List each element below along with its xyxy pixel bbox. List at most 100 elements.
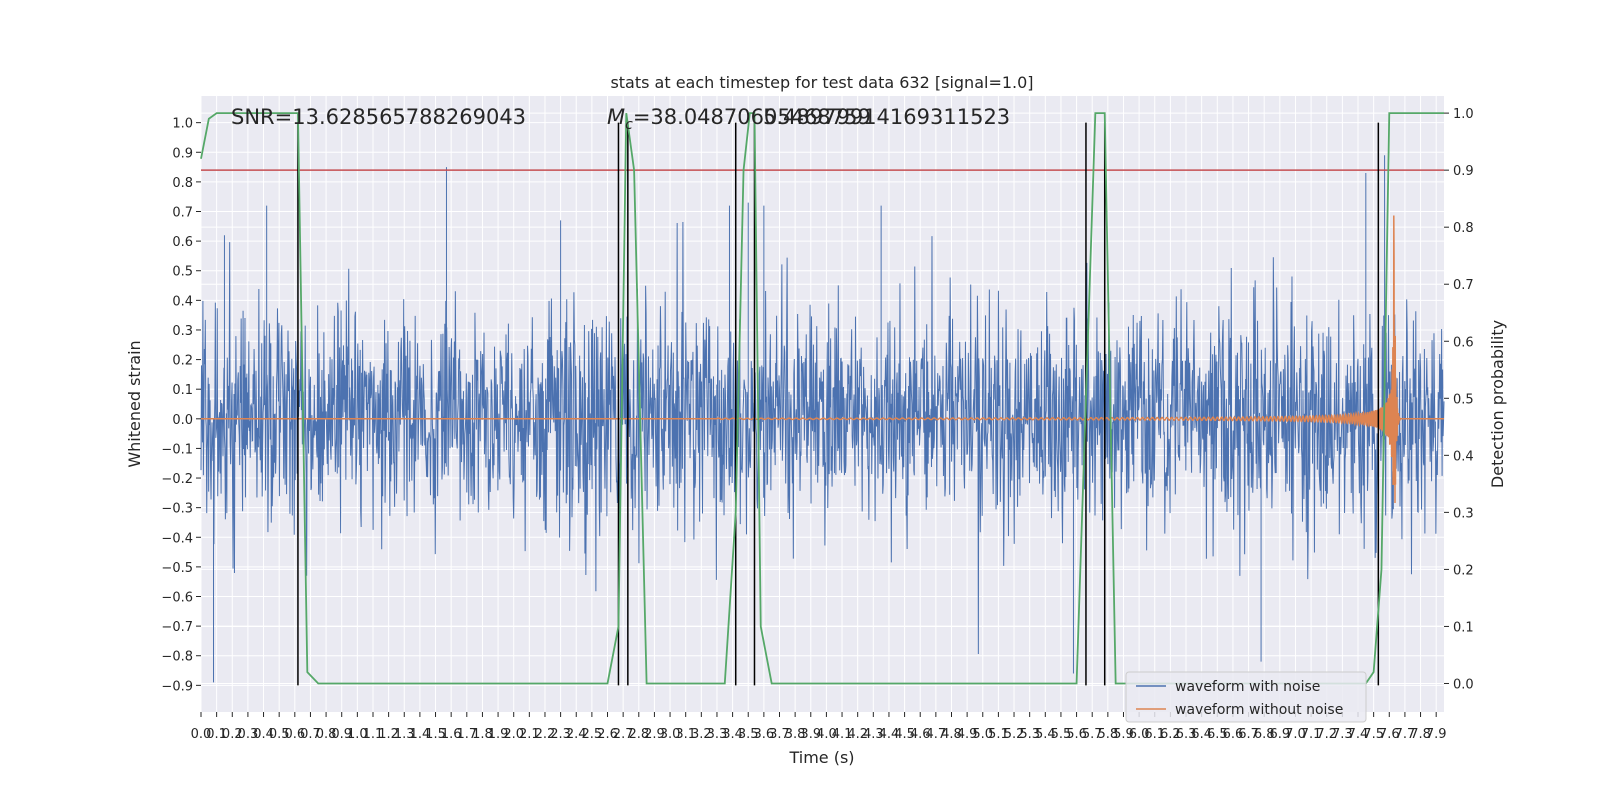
y-tick-label: −0.4 bbox=[161, 531, 193, 546]
x-tick-label: 3.0 bbox=[660, 727, 681, 742]
y-tick-label: 0.1 bbox=[172, 383, 193, 398]
x-tick-label: 7.5 bbox=[1363, 727, 1384, 742]
x-tick-label: 1.3 bbox=[394, 727, 415, 742]
x-tick-label: 4.4 bbox=[879, 727, 900, 742]
y-tick-label: 0.7 bbox=[172, 206, 193, 221]
y-tick-label: 0.0 bbox=[172, 413, 193, 428]
y-right-tick-label: 0.9 bbox=[1453, 164, 1474, 179]
x-tick-label: 4.1 bbox=[832, 727, 853, 742]
y-right-tick-label: 0.0 bbox=[1453, 677, 1474, 692]
x-tick-label: 6.9 bbox=[1269, 727, 1290, 742]
y-right-tick-label: 0.6 bbox=[1453, 335, 1474, 350]
x-tick-label: 0.4 bbox=[253, 727, 274, 742]
x-tick-label: 7.9 bbox=[1426, 727, 1447, 742]
x-tick-label: 1.0 bbox=[347, 727, 368, 742]
y-right-tick-label: 0.4 bbox=[1453, 449, 1474, 464]
x-tick-label: 0.9 bbox=[331, 727, 352, 742]
x-tick-label: 5.8 bbox=[1097, 727, 1118, 742]
y-right-tick-label: 1.0 bbox=[1453, 107, 1474, 122]
x-tick-label: 5.6 bbox=[1066, 727, 1087, 742]
chart-title: stats at each timestep for test data 632… bbox=[610, 73, 1033, 92]
x-tick-label: 2.8 bbox=[628, 727, 649, 742]
y-right-tick-label: 0.3 bbox=[1453, 506, 1474, 521]
x-tick-label: 0.5 bbox=[269, 727, 290, 742]
y-axis-title: Whitened strain bbox=[125, 340, 144, 467]
x-tick-label: 1.9 bbox=[488, 727, 509, 742]
y-tick-label: 0.5 bbox=[172, 265, 193, 280]
y-tick-label: 1.0 bbox=[172, 117, 193, 132]
x-tick-label: 0.7 bbox=[300, 727, 321, 742]
x-tick-label: 0.8 bbox=[316, 727, 337, 742]
x-tick-label: 3.5 bbox=[738, 727, 759, 742]
x-tick-label: 7.1 bbox=[1301, 727, 1322, 742]
x-tick-label: 7.6 bbox=[1379, 727, 1400, 742]
x-tick-label: 2.2 bbox=[535, 727, 556, 742]
chirp-mass-symbol: M bbox=[607, 105, 625, 129]
x-axis: 0.00.10.20.30.40.50.60.70.80.91.01.11.21… bbox=[191, 712, 1447, 742]
y-tick-label: −0.9 bbox=[161, 679, 193, 694]
event-lines bbox=[297, 122, 1380, 686]
x-tick-label: 7.7 bbox=[1395, 727, 1416, 742]
y-tick-label: −0.6 bbox=[161, 591, 193, 606]
x-axis-title: Time (s) bbox=[788, 748, 854, 767]
y-right-tick-label: 0.5 bbox=[1453, 392, 1474, 407]
x-tick-label: 4.5 bbox=[894, 727, 915, 742]
x-tick-label: 7.0 bbox=[1285, 727, 1306, 742]
legend-label-waveform-without-noise: waveform without noise bbox=[1175, 702, 1343, 718]
x-tick-label: 1.6 bbox=[441, 727, 462, 742]
x-tick-label: 6.2 bbox=[1160, 727, 1181, 742]
x-tick-label: 3.1 bbox=[675, 727, 696, 742]
x-tick-label: 6.4 bbox=[1191, 727, 1212, 742]
x-tick-label: 5.9 bbox=[1113, 727, 1134, 742]
x-tick-label: 4.9 bbox=[957, 727, 978, 742]
y-tick-label: 0.3 bbox=[172, 324, 193, 339]
legend-box bbox=[1125, 671, 1367, 723]
x-tick-label: 6.8 bbox=[1254, 727, 1275, 742]
x-tick-label: 5.2 bbox=[1004, 727, 1025, 742]
x-tick-label: 4.7 bbox=[926, 727, 947, 742]
y-tick-label: 0.8 bbox=[172, 176, 193, 191]
x-tick-label: 2.7 bbox=[613, 727, 634, 742]
x-tick-label: 2.9 bbox=[644, 727, 665, 742]
x-tick-label: 2.0 bbox=[503, 727, 524, 742]
x-tick-label: 4.2 bbox=[847, 727, 868, 742]
x-tick-label: 5.7 bbox=[1082, 727, 1103, 742]
x-tick-label: 7.4 bbox=[1348, 727, 1369, 742]
chirp-mass-overlap-annotation: 5.48979914169311523 bbox=[763, 105, 1010, 129]
y-right-tick-label: 0.8 bbox=[1453, 221, 1474, 236]
x-tick-label: 3.7 bbox=[769, 727, 790, 742]
y-tick-label: −0.2 bbox=[161, 472, 193, 487]
x-tick-label: 6.7 bbox=[1238, 727, 1259, 742]
x-tick-label: 5.3 bbox=[1019, 727, 1040, 742]
x-tick-label: 2.1 bbox=[519, 727, 540, 742]
y-tick-label: −0.8 bbox=[161, 650, 193, 665]
x-tick-label: 4.6 bbox=[910, 727, 931, 742]
x-tick-label: 1.5 bbox=[425, 727, 446, 742]
chirp-mass-subscript: c bbox=[625, 117, 633, 133]
series-waveform-with-noise bbox=[200, 155, 1445, 683]
x-tick-label: 1.1 bbox=[363, 727, 384, 742]
x-tick-label: 3.4 bbox=[722, 727, 743, 742]
x-tick-label: 3.3 bbox=[707, 727, 728, 742]
y-tick-label: 0.9 bbox=[172, 146, 193, 161]
y-tick-label: 0.4 bbox=[172, 294, 193, 309]
x-tick-label: 0.1 bbox=[206, 727, 227, 742]
y-axis-right-title: Detection probability bbox=[1488, 320, 1507, 488]
x-tick-label: 4.3 bbox=[863, 727, 884, 742]
legend-label-waveform-with-noise: waveform with noise bbox=[1175, 679, 1320, 695]
x-tick-label: 5.4 bbox=[1035, 727, 1056, 742]
x-tick-label: 3.6 bbox=[754, 727, 775, 742]
x-tick-label: 6.3 bbox=[1176, 727, 1197, 742]
x-tick-label: 5.5 bbox=[1051, 727, 1072, 742]
x-tick-label: 7.2 bbox=[1316, 727, 1337, 742]
y-right-tick-label: 0.2 bbox=[1453, 563, 1474, 578]
snr-annotation: SNR=13.628565788269043 bbox=[231, 105, 526, 129]
x-tick-label: 1.2 bbox=[378, 727, 399, 742]
x-tick-label: 7.3 bbox=[1332, 727, 1353, 742]
y-tick-label: −0.7 bbox=[161, 620, 193, 635]
y-axis-right: 0.0 0.1 0.2 0.3 0.4 0.5 0.6 0.7 0.8 0.9 1.0 bbox=[1444, 107, 1474, 692]
y-tick-label: −0.5 bbox=[161, 561, 193, 576]
x-tick-label: 0.6 bbox=[284, 727, 305, 742]
y-tick-label: −0.3 bbox=[161, 502, 193, 517]
